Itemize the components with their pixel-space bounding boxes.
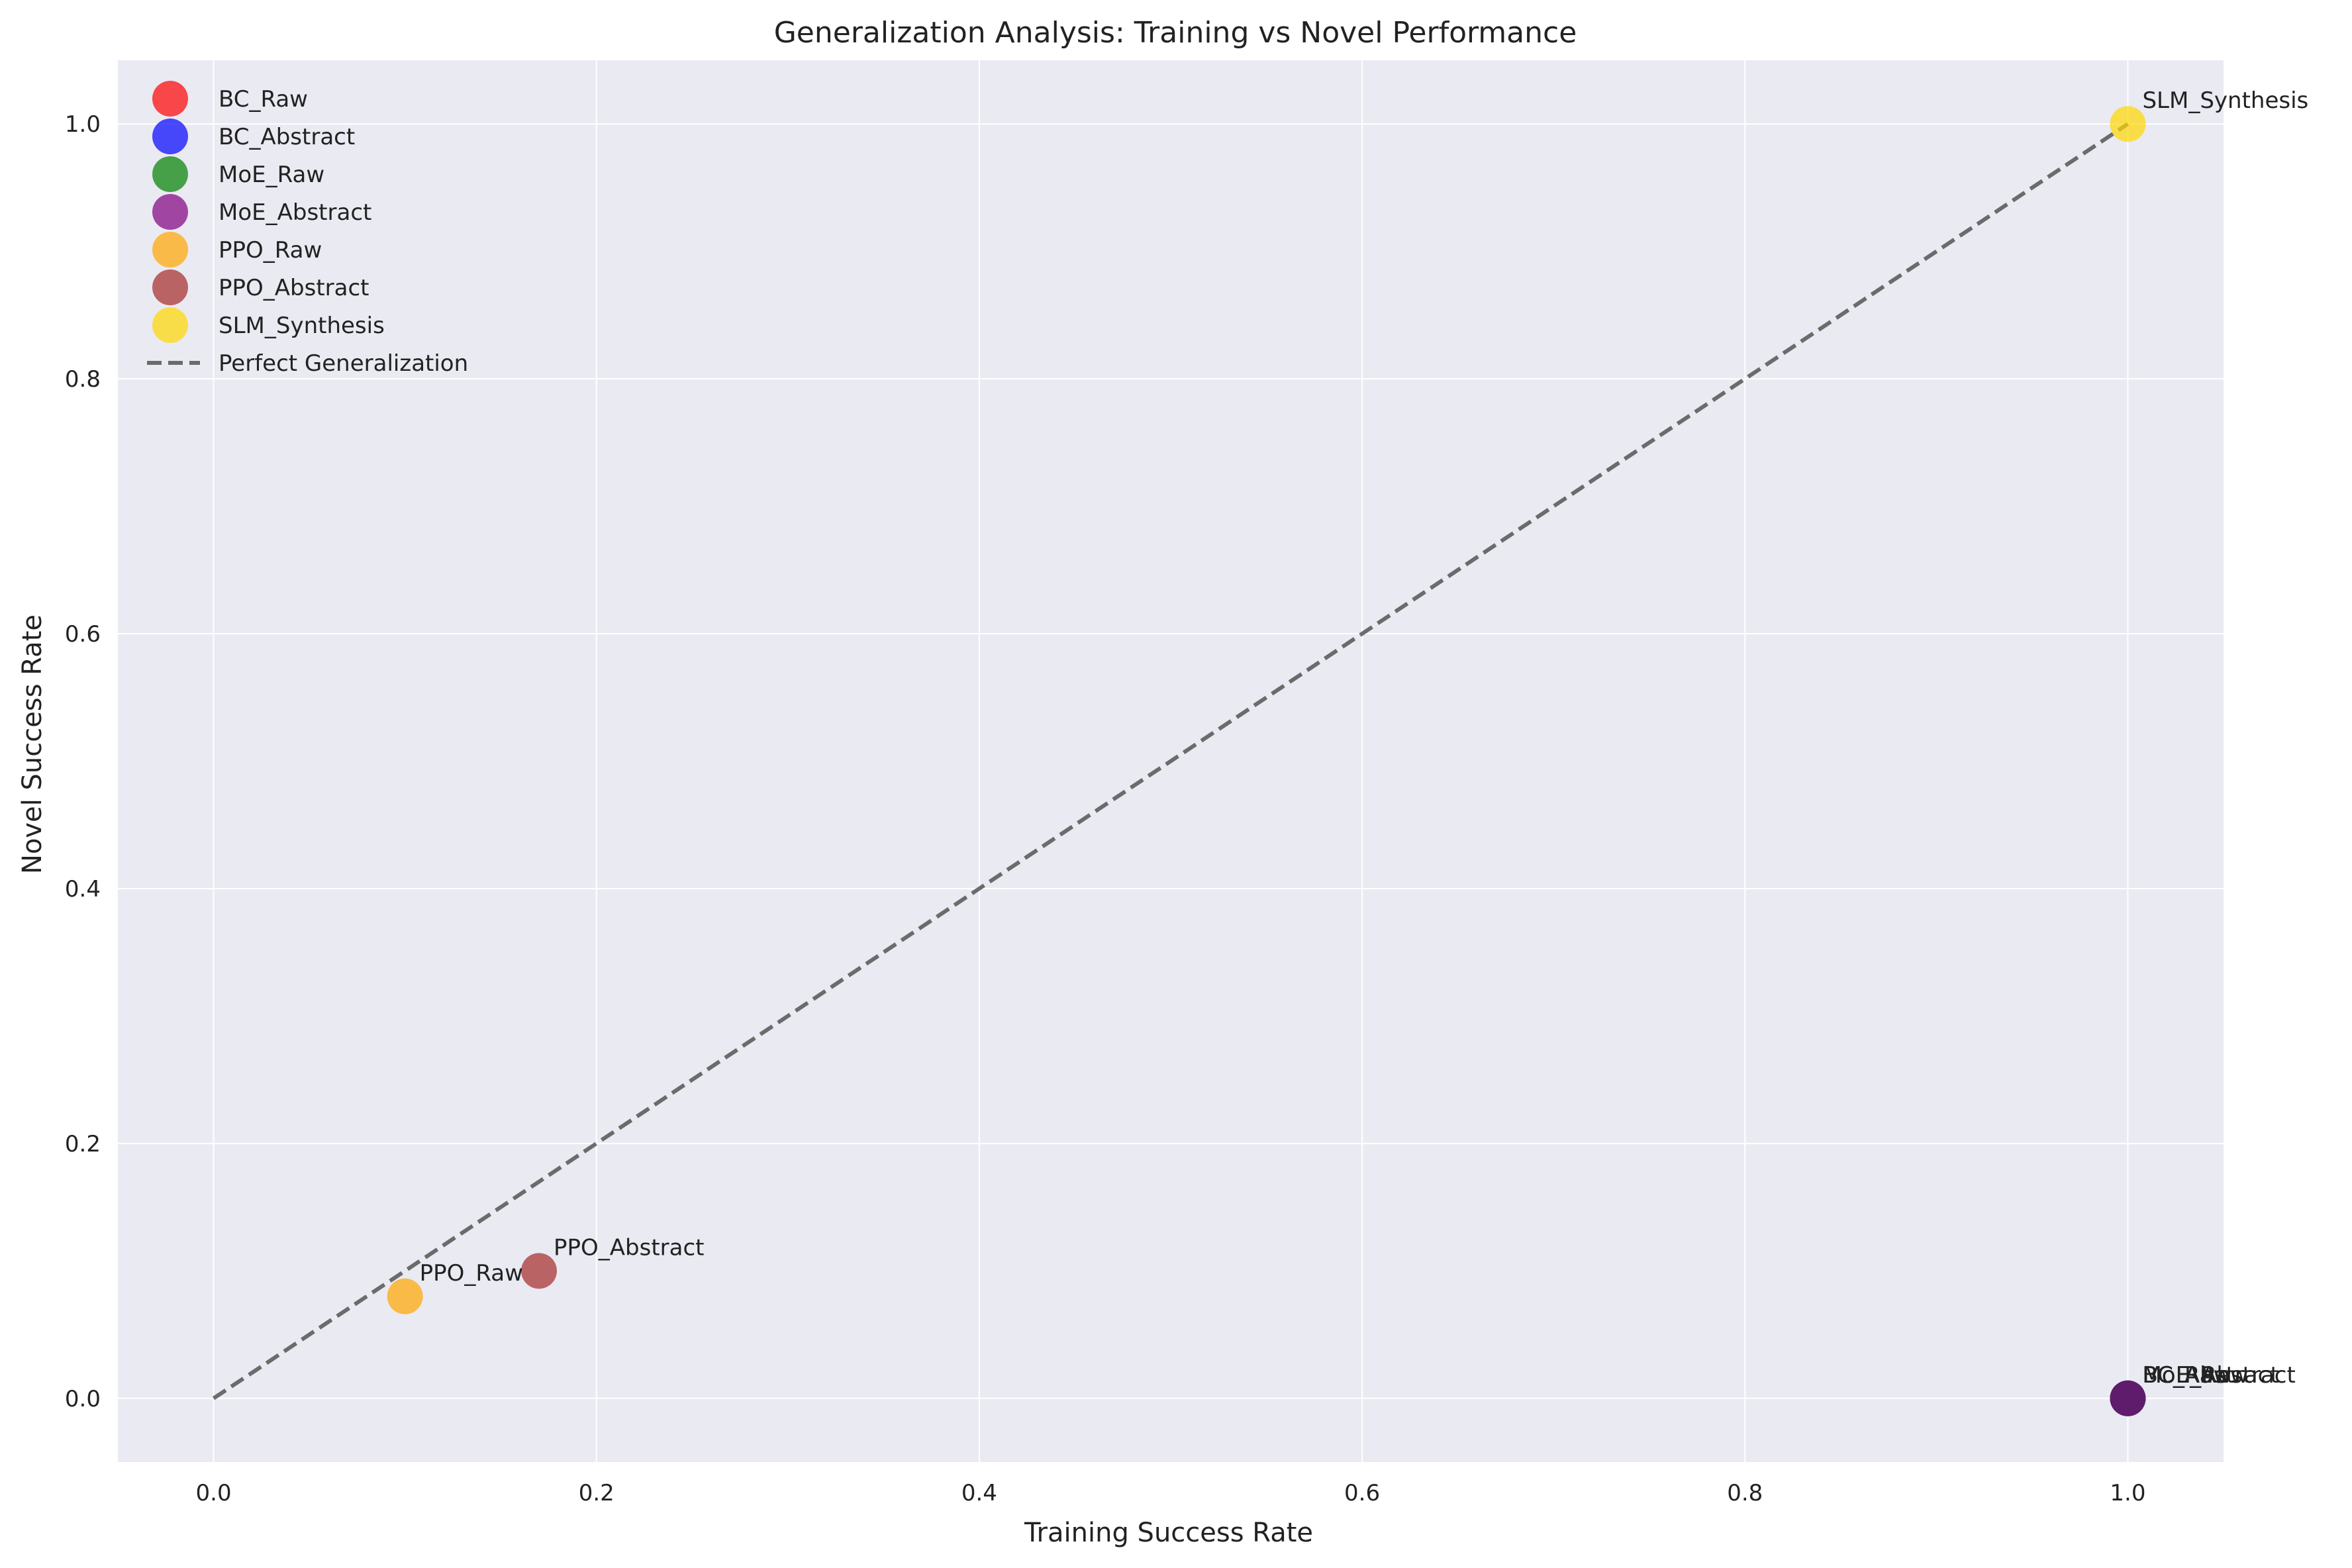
x-tick-label: 0.0	[196, 1480, 232, 1506]
legend-label: Perfect Generalization	[219, 350, 468, 377]
legend-marker	[152, 232, 188, 268]
y-tick-label: 0.8	[65, 366, 101, 393]
point-label-moe-abstract: MoE_Abstract	[2142, 1362, 2295, 1389]
legend-marker	[152, 194, 188, 230]
legend-label: SLM_Synthesis	[219, 313, 385, 339]
legend-marker	[152, 81, 188, 117]
y-tick-label: 0.2	[65, 1131, 101, 1157]
y-axis-title: Novel Success Rate	[17, 614, 48, 874]
point-moe-abstract	[2110, 1380, 2146, 1416]
x-tick-label: 0.6	[1344, 1480, 1380, 1506]
x-axis-title: Training Success Rate	[1024, 1518, 1313, 1548]
data-points	[387, 106, 2146, 1416]
legend-label: BC_Abstract	[219, 124, 355, 150]
legend-label: PPO_Abstract	[219, 275, 369, 301]
legend-label: BC_Raw	[219, 86, 308, 113]
legend-marker	[152, 270, 188, 305]
y-axis-ticks: 0.0 0.2 0.4 0.6 0.8 1.0	[65, 111, 101, 1412]
point-ppo-raw	[387, 1278, 423, 1314]
perfect-generalization-line	[212, 122, 2130, 1400]
legend-marker	[152, 307, 188, 343]
point-ppo-abstract	[521, 1253, 557, 1289]
chart-title: Generalization Analysis: Training vs Nov…	[774, 16, 1577, 50]
y-tick-label: 0.0	[65, 1386, 101, 1412]
x-tick-label: 1.0	[2110, 1480, 2145, 1506]
y-tick-label: 0.6	[65, 621, 101, 648]
point-label-moe-raw: MoE_Raw	[2142, 1362, 2248, 1389]
x-tick-label: 0.2	[579, 1480, 614, 1506]
y-tick-label: 1.0	[65, 111, 101, 138]
y-tick-label: 0.4	[65, 876, 101, 903]
point-label-slm-synthesis: SLM_Synthesis	[2142, 87, 2308, 114]
legend-marker	[152, 119, 188, 154]
point-label-ppo-raw: PPO_Raw	[420, 1260, 523, 1287]
legend: BC_Raw BC_Abstract MoE_Raw MoE_Abstract PPO_…	[147, 81, 468, 377]
legend-label: MoE_Raw	[219, 162, 324, 188]
x-tick-label: 0.8	[1727, 1480, 1763, 1506]
legend-label: PPO_Raw	[219, 237, 322, 264]
legend-marker	[152, 156, 188, 192]
point-label-ppo-abstract: PPO_Abstract	[554, 1234, 705, 1261]
point-label-bc-raw: BC_Raw	[2142, 1362, 2231, 1389]
point-slm-synthesis	[2110, 106, 2146, 142]
legend-label: MoE_Abstract	[219, 199, 371, 226]
grid-lines	[118, 60, 2224, 1462]
point-label-bc-abstract: BC_Abstract	[2142, 1362, 2278, 1389]
x-axis-ticks: 0.0 0.2 0.4 0.6 0.8 1.0	[196, 1480, 2146, 1506]
x-tick-label: 0.4	[961, 1480, 997, 1506]
reference-line-group	[212, 122, 2130, 1400]
